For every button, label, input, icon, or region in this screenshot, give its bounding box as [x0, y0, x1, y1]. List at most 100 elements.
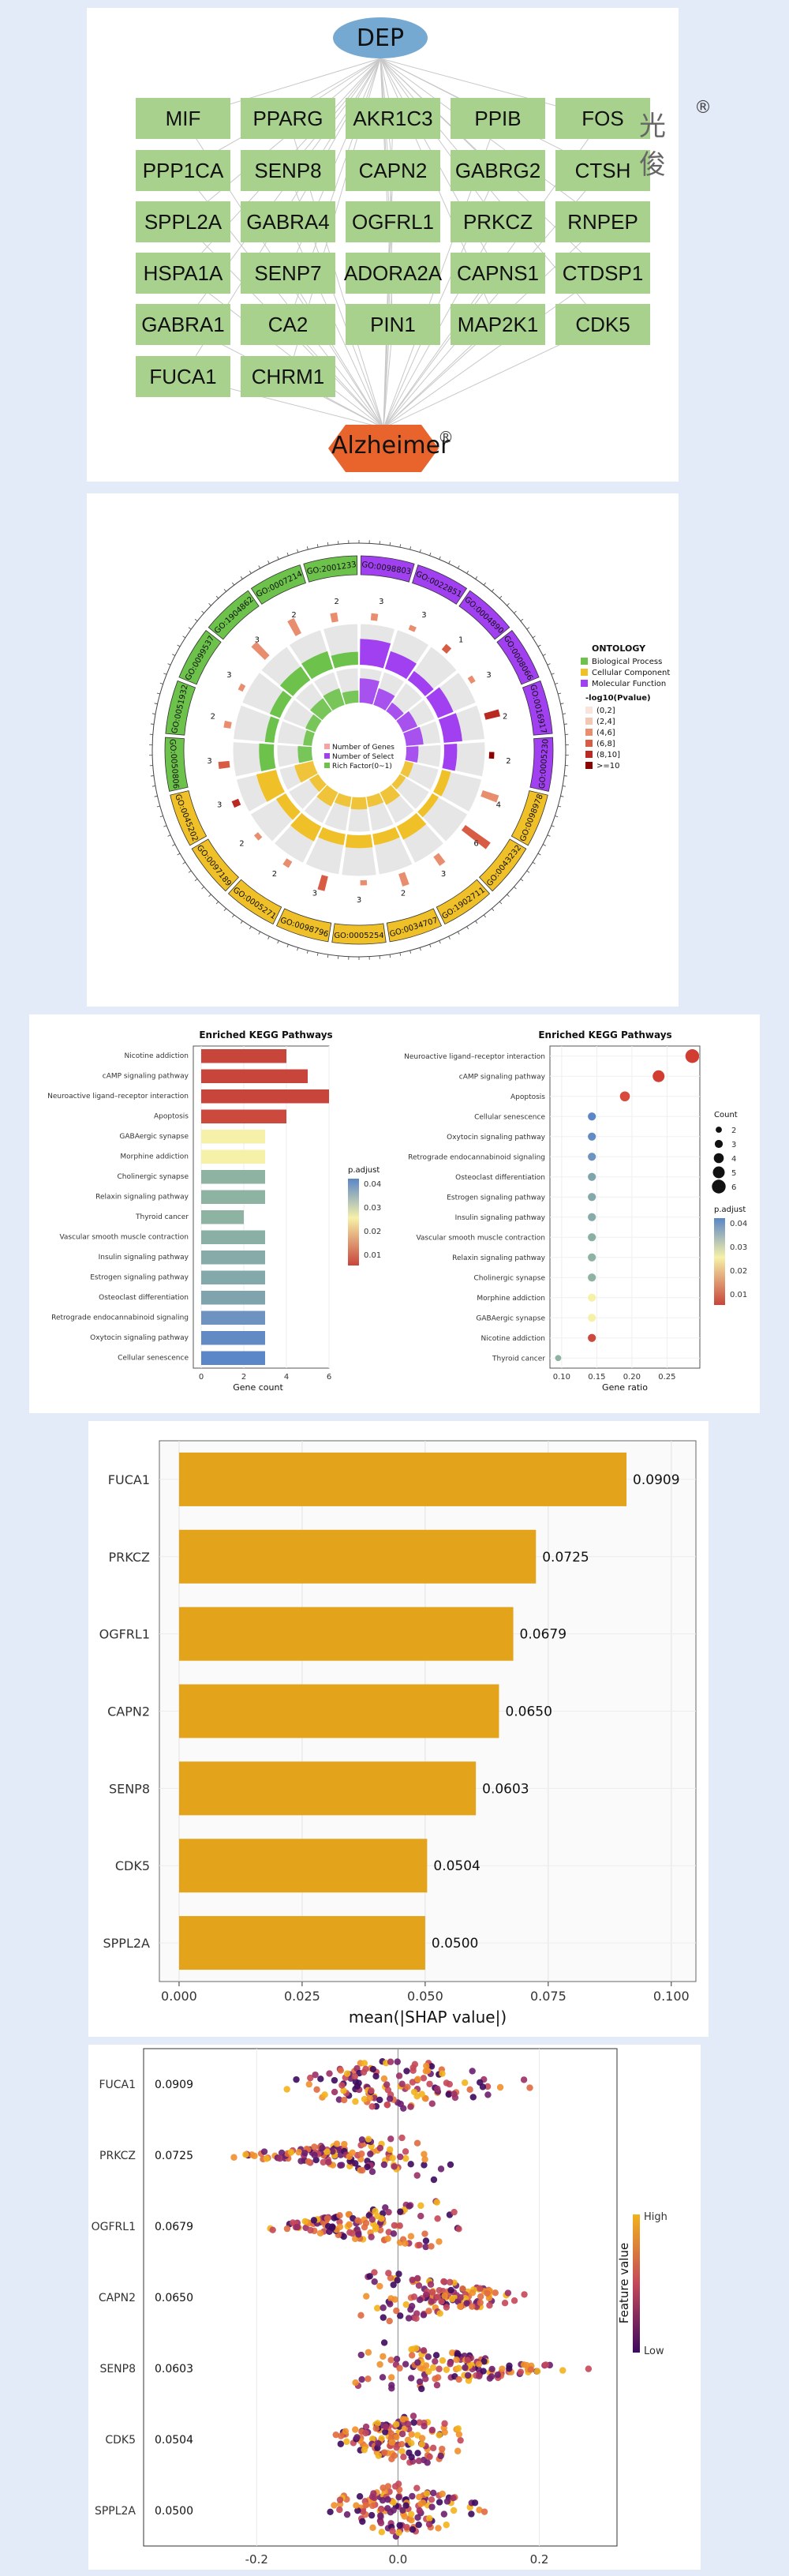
shap-swarm-point — [408, 2431, 415, 2438]
go-tick — [499, 595, 503, 599]
shap-swarm-point — [366, 2273, 373, 2280]
shap-swarm-point — [369, 2524, 376, 2532]
go-rich-sector — [386, 702, 404, 721]
go-tick — [389, 954, 391, 958]
go-term-sector — [529, 737, 554, 792]
shap-swarm-colorbar-high: High — [644, 2211, 667, 2223]
shap-swarm-point — [405, 2420, 412, 2428]
kegg-dot-count-swatch — [712, 1166, 725, 1179]
go-tick — [537, 644, 541, 647]
shap-swarm-point — [424, 2459, 431, 2466]
edge-alz-capns1 — [383, 272, 499, 429]
shap-swarm-point — [379, 2374, 387, 2381]
shap-swarm-point — [383, 2081, 391, 2088]
shap-swarm-point — [418, 2440, 425, 2448]
shap-swarm-point — [428, 2289, 436, 2296]
kegg-bar-label: Cholinergic synapse — [118, 1173, 189, 1181]
shap-swarm-point — [368, 2233, 375, 2240]
shap-swarm-point — [424, 2353, 432, 2360]
go-rich-sector — [391, 774, 406, 789]
shap-swarm-point — [311, 2143, 318, 2150]
shap-swarm-point — [428, 2496, 436, 2503]
go-tick — [182, 636, 186, 639]
shap-swarm-point — [390, 2281, 397, 2289]
go-pvalue-bar — [461, 825, 491, 849]
go-tick — [232, 914, 235, 918]
shap-bar-value: 0.0725 — [542, 1550, 589, 1565]
shap-swarm-point — [447, 2360, 454, 2368]
shap-swarm-point — [393, 2420, 400, 2428]
go-rich-sector — [403, 726, 424, 746]
shap-swarm-point — [295, 2149, 302, 2156]
shap-swarm-point — [387, 2430, 394, 2437]
shap-swarm-feature: FUCA1 — [99, 2079, 136, 2091]
go-term-sector — [458, 590, 510, 640]
kegg-bar-tick: 6 — [327, 1373, 331, 1382]
shap-swarm-point — [465, 2377, 473, 2384]
shap-swarm-point — [443, 2366, 451, 2373]
shap-swarm-point — [430, 2176, 438, 2184]
go-rich-sector — [396, 711, 417, 733]
go-tick — [520, 618, 524, 621]
shap-swarm-point — [496, 2083, 504, 2091]
go-tick — [389, 542, 391, 546]
go-select-count: 3 — [226, 671, 231, 680]
go-select-sector — [345, 834, 373, 849]
shap-bar-tick: 0.075 — [530, 1989, 567, 2004]
shap-swarm-point — [435, 2525, 442, 2532]
kegg-bar-colorbar — [348, 1179, 359, 1266]
shap-swarm-point — [390, 2230, 398, 2237]
shap-swarm-point — [402, 2502, 409, 2509]
shap-swarm-point — [481, 2508, 488, 2515]
gene-node-pin1: PIN1 — [346, 304, 440, 345]
shap-swarm-point — [436, 2310, 443, 2317]
shap-swarm-point — [477, 2299, 484, 2306]
shap-swarm-point — [448, 2349, 456, 2357]
shap-swarm-point — [451, 2090, 458, 2098]
shap-swarm-point — [316, 2229, 324, 2237]
shap-swarm-point — [440, 2278, 447, 2285]
go-rich-sector — [294, 760, 318, 783]
shap-swarm-point — [421, 2422, 428, 2430]
go-tick — [240, 576, 243, 579]
shap-swarm-point — [346, 2221, 353, 2228]
kegg-bar-label: Thyroid cancer — [135, 1213, 189, 1221]
shap-swarm-point — [429, 2489, 437, 2497]
shap-swarm-point — [477, 2293, 484, 2300]
go-tick — [215, 595, 219, 599]
shap-swarm-point — [263, 2155, 271, 2162]
go-select-sector — [438, 713, 462, 743]
kegg-dot-xlabel: Gene ratio — [602, 1382, 648, 1393]
go-rich-sector — [303, 729, 315, 746]
go-pvalue-bar — [481, 790, 499, 803]
shap-swarm-point — [416, 2507, 423, 2514]
go-tick — [208, 894, 211, 898]
shap-swarm-point — [321, 2091, 328, 2098]
shap-swarm-point — [422, 2291, 430, 2298]
shap-swarm-point — [293, 2224, 300, 2231]
shap-swarm-point — [364, 2163, 371, 2171]
go-term-sector — [436, 879, 491, 925]
shap-swarm-point — [437, 2165, 445, 2173]
shap-swarm-point — [374, 2304, 381, 2312]
go-select-count: 2 — [291, 611, 296, 620]
shap-swarm-point — [404, 2083, 411, 2090]
go-term-sector — [303, 555, 358, 583]
shap-swarm-point — [380, 2304, 387, 2312]
shap-swarm-point — [454, 2447, 462, 2454]
shap-swarm-point — [338, 2162, 346, 2169]
shap-swarm-point — [389, 2527, 396, 2535]
go-tick — [492, 588, 495, 592]
go-tick — [448, 561, 451, 564]
shap-swarm-point — [382, 2423, 390, 2431]
shap-swarm-point — [301, 2150, 308, 2157]
shap-bar-value: 0.0679 — [520, 1627, 567, 1643]
kegg-dot — [588, 1172, 596, 1181]
shap-swarm-point — [342, 2428, 350, 2435]
go-pvalue-bar — [223, 720, 232, 729]
go-p-swatch — [585, 751, 593, 758]
go-tick — [240, 921, 243, 924]
shap-swarm-point — [372, 2072, 380, 2080]
go-tick — [499, 901, 503, 905]
shap-swarm-point — [407, 2103, 414, 2110]
